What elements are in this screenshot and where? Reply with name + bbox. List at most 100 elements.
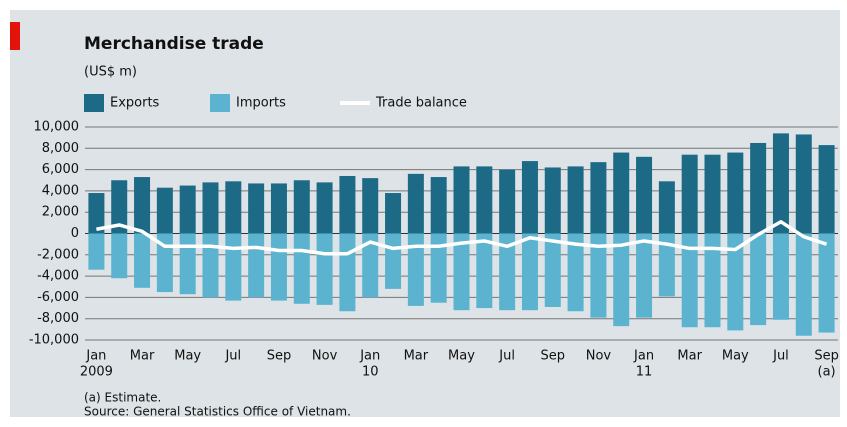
chart-subtitle: (US$ m) <box>84 65 137 80</box>
note: (a) Estimate. <box>84 391 161 405</box>
x-tick-sublabel: 2009 <box>80 365 113 380</box>
x-tick-sublabel: 10 <box>362 365 379 380</box>
bar <box>521 233 538 311</box>
x-tick-label: Nov <box>312 349 338 364</box>
bar <box>772 233 789 320</box>
bar <box>407 173 424 234</box>
legend-label: Trade balance <box>375 96 467 111</box>
x-tick-label: Jul <box>772 349 789 364</box>
x-tick-label: Mar <box>404 349 429 364</box>
legend-label: Imports <box>236 96 286 111</box>
bar <box>339 175 356 234</box>
x-tick-label: Jul <box>498 349 515 364</box>
y-tick-label: 10,000 <box>34 120 80 135</box>
bar <box>750 142 767 234</box>
bar <box>453 166 470 234</box>
bar <box>476 166 493 234</box>
bar <box>567 166 584 234</box>
bar <box>590 162 607 234</box>
bar <box>362 178 379 234</box>
bar <box>316 233 333 305</box>
bar <box>544 233 561 307</box>
bar <box>727 233 744 331</box>
bar <box>613 152 630 234</box>
bar <box>795 233 812 336</box>
y-tick-label: -4,000 <box>37 269 79 284</box>
y-tick-label: 4,000 <box>42 183 79 198</box>
bar <box>567 233 584 312</box>
bar <box>544 167 561 234</box>
x-tick-sublabel: (a) <box>818 365 836 380</box>
bar <box>202 233 219 298</box>
bar <box>681 233 698 328</box>
bar <box>590 233 607 318</box>
bar <box>499 169 516 234</box>
red-tab <box>10 22 20 50</box>
legend-swatch <box>210 94 230 112</box>
bar <box>636 156 653 234</box>
bar <box>521 161 538 234</box>
bar <box>339 233 356 312</box>
bar <box>658 181 675 234</box>
bar <box>88 193 105 234</box>
x-tick-label: May <box>722 349 749 364</box>
bar <box>293 180 310 234</box>
bar <box>704 233 721 328</box>
bar <box>430 177 447 234</box>
bar <box>385 193 402 234</box>
bar <box>270 233 287 301</box>
x-tick-label: May <box>448 349 475 364</box>
bar <box>385 233 402 289</box>
x-tick-sublabel: 11 <box>636 365 653 380</box>
bar <box>818 145 835 234</box>
bar <box>270 183 287 234</box>
y-tick-label: 6,000 <box>42 162 79 177</box>
bar <box>362 233 379 298</box>
bar <box>316 182 333 234</box>
x-tick-label: Sep <box>814 349 839 364</box>
bar <box>499 233 516 311</box>
bar <box>430 233 447 303</box>
y-tick-label: 8,000 <box>42 141 79 156</box>
y-tick-label: -6,000 <box>37 290 79 305</box>
legend-swatch <box>84 94 104 112</box>
bar <box>111 233 128 279</box>
bar <box>134 233 151 288</box>
bar <box>156 233 173 293</box>
x-tick-label: May <box>174 349 201 364</box>
x-tick-label: Jul <box>224 349 241 364</box>
bar <box>156 187 173 234</box>
x-tick-label: Sep <box>541 349 566 364</box>
bar <box>453 233 470 311</box>
x-tick-label: Jan <box>85 349 106 364</box>
x-tick-label: Sep <box>267 349 292 364</box>
bar <box>134 177 151 234</box>
bar <box>248 233 265 298</box>
bar <box>407 233 424 306</box>
bar <box>658 233 675 297</box>
bar <box>704 154 721 234</box>
y-tick-label: 0 <box>71 226 79 241</box>
bar <box>613 233 630 327</box>
bar <box>636 233 653 318</box>
bar <box>225 181 242 234</box>
trade-balance-line <box>96 220 828 256</box>
bar <box>179 185 196 234</box>
x-tick-label: Nov <box>586 349 612 364</box>
bar <box>225 233 242 301</box>
bar <box>727 152 744 234</box>
bar <box>681 154 698 234</box>
bar <box>248 183 265 234</box>
bar <box>111 180 128 234</box>
y-tick-label: -2,000 <box>37 247 79 262</box>
bar <box>476 233 493 309</box>
chart-title: Merchandise trade <box>84 34 264 54</box>
bar <box>818 233 835 333</box>
x-tick-label: Jan <box>633 349 654 364</box>
y-tick-label: 2,000 <box>42 205 79 220</box>
bar <box>795 134 812 234</box>
x-tick-label: Mar <box>677 349 702 364</box>
x-tick-label: Jan <box>359 349 380 364</box>
bar <box>179 233 196 295</box>
